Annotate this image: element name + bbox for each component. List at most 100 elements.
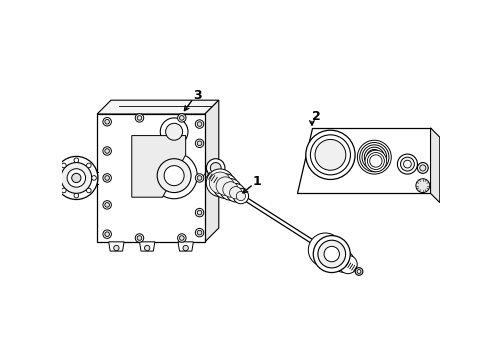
Circle shape	[324, 246, 340, 262]
Text: 3: 3	[193, 89, 201, 102]
Circle shape	[74, 158, 78, 163]
Circle shape	[229, 186, 242, 199]
Circle shape	[61, 163, 92, 193]
Polygon shape	[97, 114, 205, 242]
Circle shape	[339, 255, 357, 274]
Circle shape	[400, 157, 415, 171]
Polygon shape	[140, 242, 155, 251]
Circle shape	[72, 173, 81, 183]
Circle shape	[62, 163, 66, 168]
Circle shape	[315, 238, 345, 268]
Circle shape	[196, 120, 204, 128]
Circle shape	[367, 149, 382, 165]
Circle shape	[357, 270, 361, 273]
Circle shape	[333, 251, 354, 272]
Polygon shape	[178, 242, 194, 251]
Circle shape	[164, 166, 184, 186]
Polygon shape	[205, 100, 219, 242]
Circle shape	[92, 176, 97, 180]
Circle shape	[135, 234, 144, 242]
Circle shape	[368, 151, 381, 163]
Circle shape	[74, 193, 78, 198]
Circle shape	[135, 114, 144, 122]
Circle shape	[209, 172, 231, 194]
Circle shape	[320, 242, 348, 270]
Circle shape	[362, 145, 387, 170]
Circle shape	[55, 156, 98, 199]
Circle shape	[137, 116, 142, 120]
Circle shape	[105, 232, 109, 237]
Circle shape	[365, 150, 387, 172]
Circle shape	[311, 135, 350, 175]
Circle shape	[105, 120, 109, 124]
Circle shape	[145, 245, 150, 251]
Circle shape	[166, 123, 183, 140]
Circle shape	[196, 174, 204, 182]
Circle shape	[196, 139, 204, 148]
Circle shape	[368, 153, 384, 170]
Circle shape	[103, 147, 111, 155]
Polygon shape	[431, 128, 440, 203]
Polygon shape	[97, 100, 219, 114]
Circle shape	[360, 143, 389, 172]
Circle shape	[416, 179, 430, 193]
Text: 2: 2	[312, 110, 321, 123]
Circle shape	[355, 267, 363, 275]
Circle shape	[87, 163, 91, 168]
Circle shape	[177, 234, 186, 242]
Circle shape	[326, 246, 351, 271]
Circle shape	[183, 245, 188, 251]
Circle shape	[315, 139, 346, 170]
Polygon shape	[109, 242, 124, 251]
Circle shape	[103, 174, 111, 182]
Circle shape	[197, 141, 202, 145]
Circle shape	[308, 233, 342, 267]
Circle shape	[105, 176, 109, 180]
Circle shape	[179, 236, 184, 240]
Circle shape	[114, 245, 119, 251]
Circle shape	[103, 117, 111, 126]
Circle shape	[210, 163, 221, 173]
Circle shape	[420, 165, 426, 171]
Circle shape	[404, 160, 411, 168]
Circle shape	[397, 154, 417, 174]
Circle shape	[105, 149, 109, 153]
Circle shape	[206, 169, 234, 197]
Circle shape	[226, 184, 245, 202]
Circle shape	[417, 163, 428, 173]
Circle shape	[177, 114, 186, 122]
Circle shape	[137, 236, 142, 240]
Circle shape	[157, 159, 191, 193]
Circle shape	[197, 176, 202, 180]
Circle shape	[197, 230, 202, 235]
Circle shape	[160, 118, 188, 145]
Circle shape	[196, 208, 204, 217]
Circle shape	[369, 155, 382, 167]
Circle shape	[197, 122, 202, 126]
Circle shape	[56, 176, 61, 180]
Polygon shape	[296, 128, 431, 193]
Circle shape	[357, 140, 392, 174]
Circle shape	[313, 235, 350, 273]
Circle shape	[105, 203, 109, 207]
Circle shape	[216, 177, 235, 195]
Polygon shape	[132, 136, 186, 197]
Circle shape	[196, 228, 204, 237]
Circle shape	[179, 116, 184, 120]
Circle shape	[220, 179, 241, 200]
Text: 1: 1	[252, 175, 261, 188]
Circle shape	[151, 153, 197, 199]
Circle shape	[197, 210, 202, 215]
Circle shape	[365, 147, 384, 167]
Circle shape	[103, 230, 111, 238]
Circle shape	[87, 188, 91, 193]
Circle shape	[67, 169, 86, 187]
Circle shape	[206, 159, 225, 177]
Circle shape	[306, 130, 355, 180]
Circle shape	[213, 174, 238, 198]
Circle shape	[233, 188, 248, 204]
Circle shape	[103, 201, 111, 209]
Circle shape	[236, 192, 245, 201]
Circle shape	[62, 188, 66, 193]
Circle shape	[318, 240, 345, 268]
